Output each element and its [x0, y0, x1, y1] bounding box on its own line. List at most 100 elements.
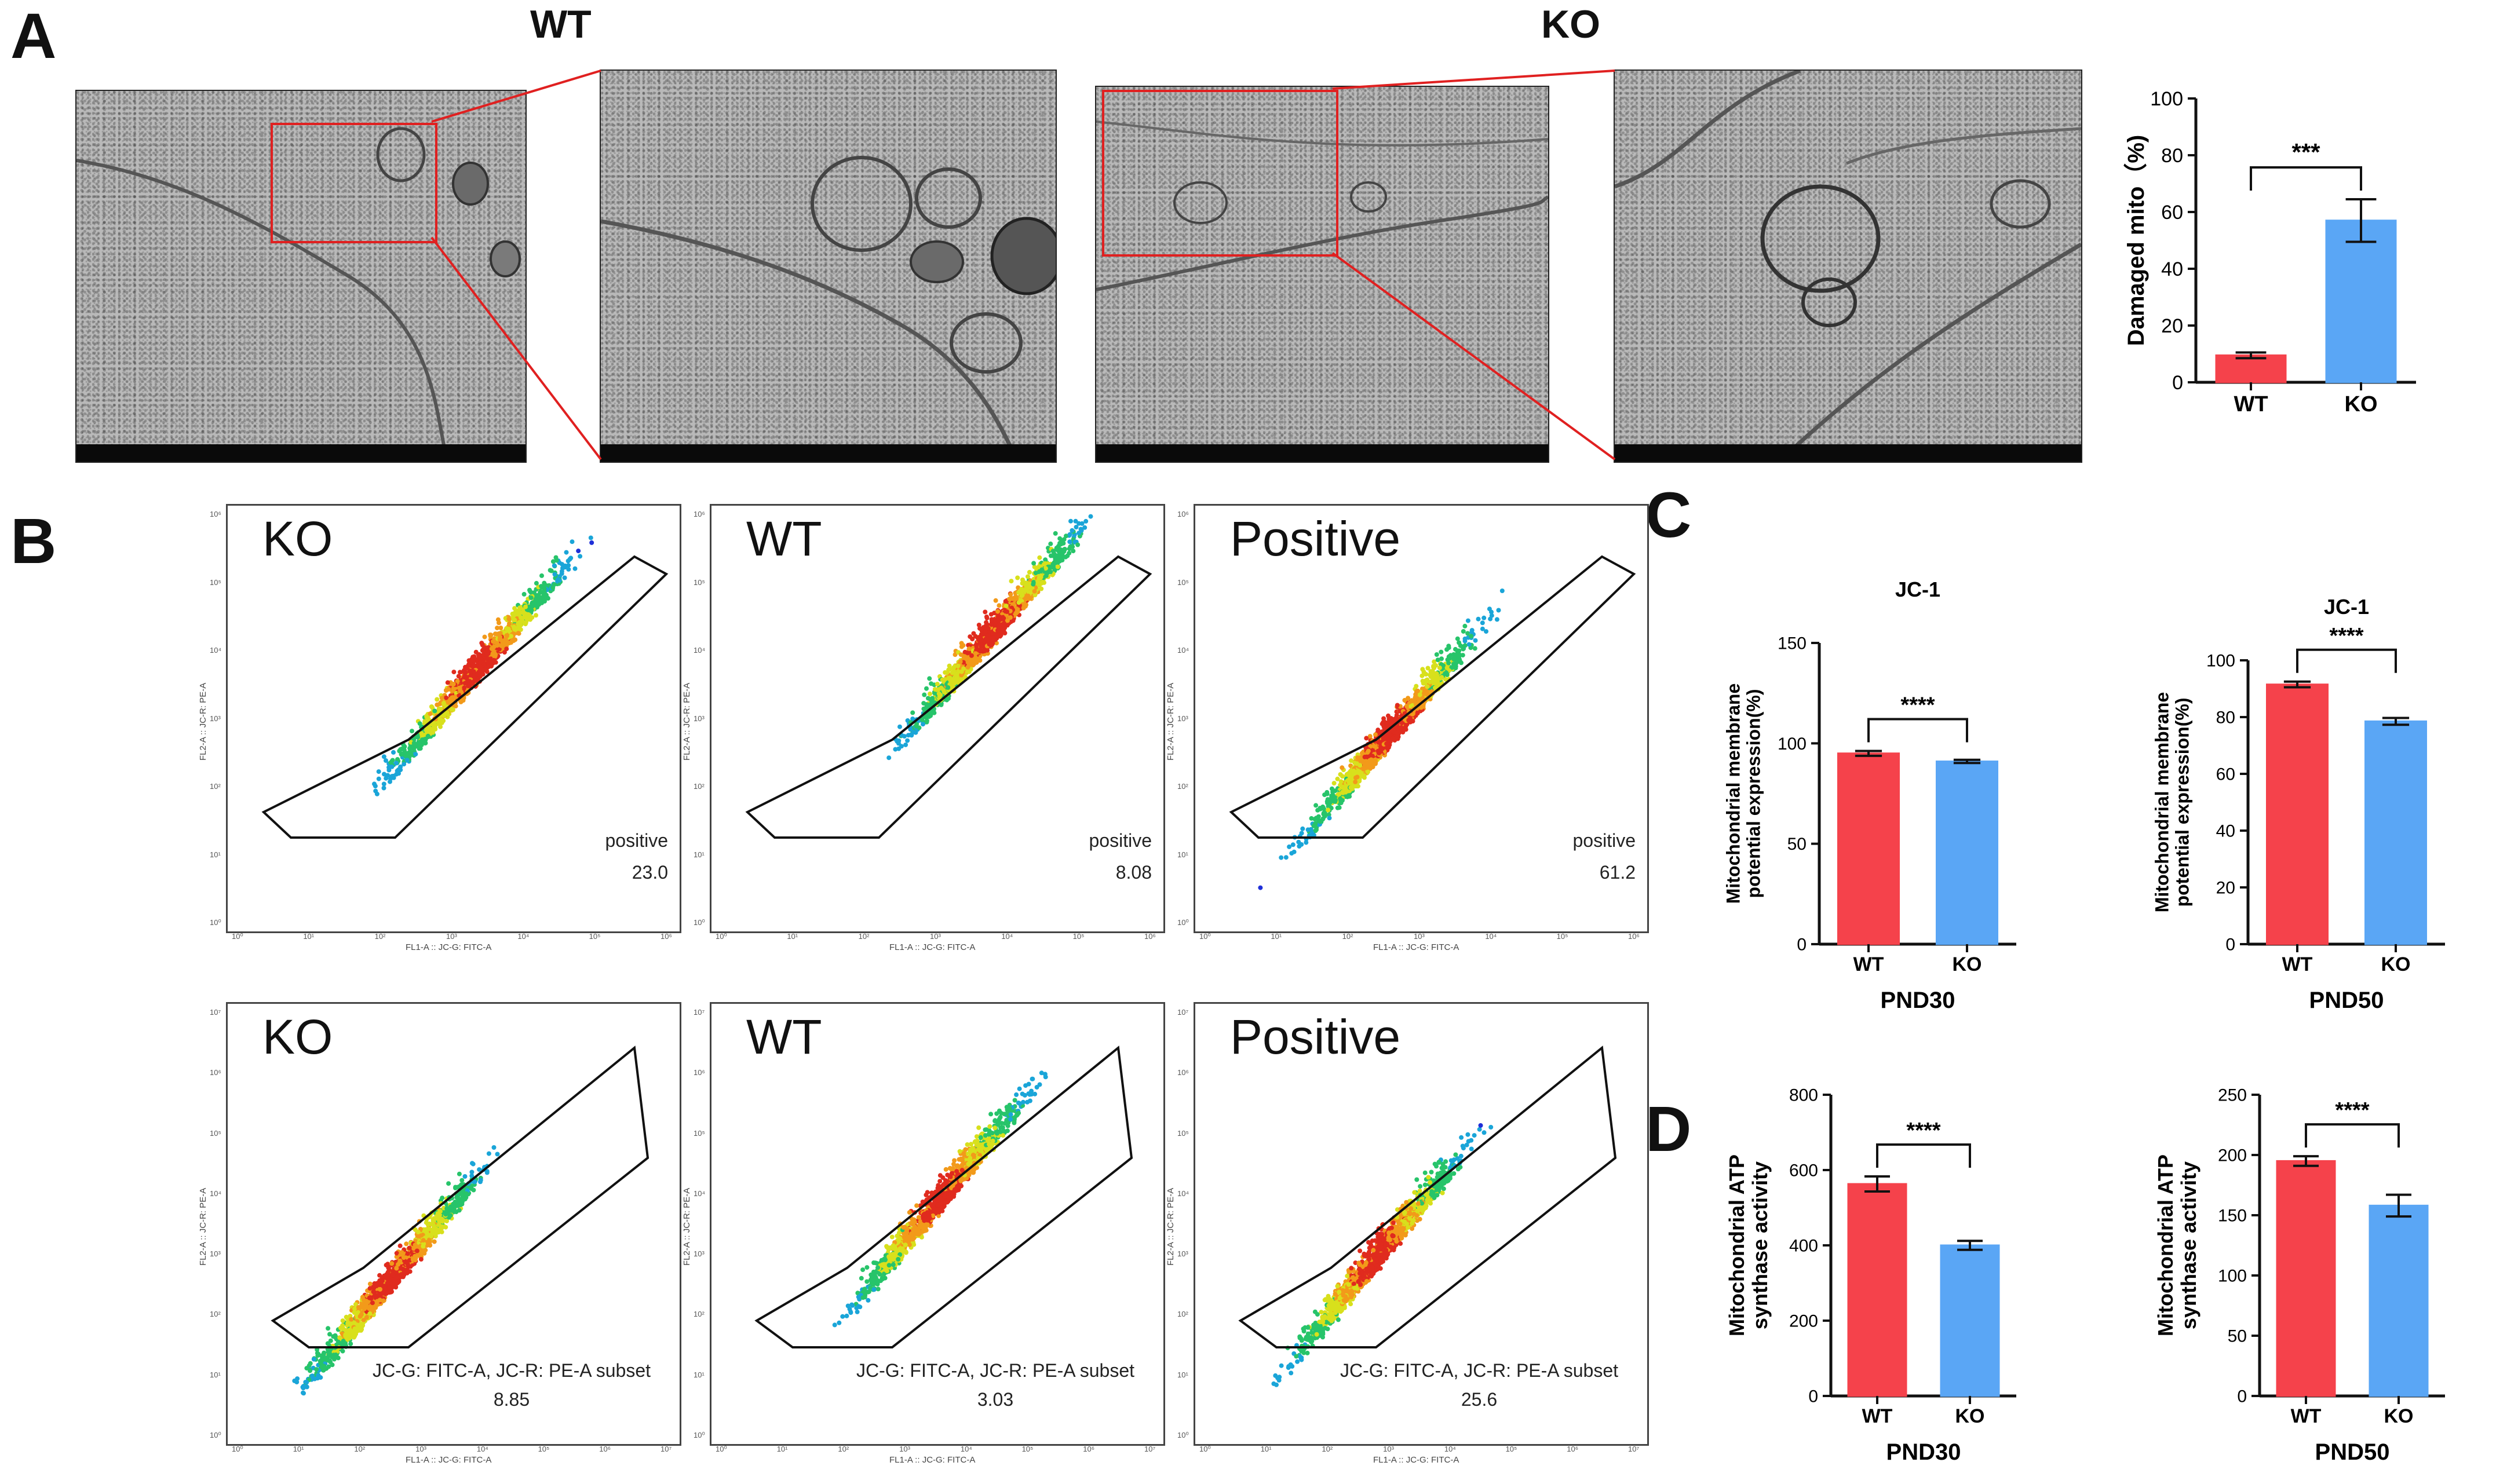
event-dot — [965, 664, 970, 670]
event-dot — [984, 620, 989, 625]
event-dot — [1001, 621, 1006, 626]
event-dot — [1395, 703, 1400, 708]
event-dot — [983, 629, 988, 634]
event-dot — [924, 702, 929, 707]
plot-label: WT — [746, 511, 822, 566]
event-dot — [469, 1173, 475, 1178]
zoom-box — [271, 123, 437, 243]
event-dot — [433, 726, 438, 732]
x-tick-label: 10² — [1342, 932, 1353, 941]
event-dot — [1309, 831, 1315, 836]
gate-polygon — [745, 555, 1152, 839]
event-dot — [463, 670, 468, 675]
event-dot — [905, 738, 910, 743]
event-dot — [1003, 599, 1008, 604]
event-dot — [947, 675, 953, 681]
event-dot — [516, 631, 521, 635]
event-dot — [1431, 664, 1436, 669]
event-dot — [1033, 571, 1038, 576]
event-dot — [488, 633, 494, 638]
event-dot — [422, 719, 428, 724]
y-tick-label: 10⁴ — [1177, 646, 1189, 655]
event-dot — [1348, 785, 1353, 790]
x-tick-label: 10⁵ — [1556, 932, 1568, 941]
event-dot — [1327, 816, 1332, 821]
plot-area: KO JC-G: FITC-A, JC-R: PE-A subset 8.85 — [226, 1002, 681, 1446]
event-dot — [1002, 631, 1008, 635]
event-dot — [910, 717, 915, 721]
event-dot — [1428, 669, 1433, 674]
x-axis-label: FL1-A :: JC-G: FITC-A — [1373, 942, 1459, 952]
event-dot — [518, 615, 523, 620]
event-dot — [589, 540, 594, 545]
event-dot — [436, 721, 441, 726]
event-dot — [437, 707, 443, 712]
event-dot — [970, 637, 975, 642]
event-dot — [526, 613, 531, 618]
event-dot — [1499, 589, 1505, 593]
event-dot — [1452, 663, 1457, 668]
event-dot — [1304, 840, 1309, 845]
event-dot — [492, 657, 497, 663]
event-dot — [517, 620, 522, 625]
event-dot — [1016, 600, 1021, 605]
x-tick-label: 10⁵ — [1072, 932, 1085, 941]
em-structures — [1096, 120, 1548, 291]
event-dot — [1457, 659, 1462, 664]
event-dot — [1469, 634, 1474, 639]
event-dot — [983, 609, 988, 615]
event-dot — [910, 710, 915, 715]
event-dot — [1010, 618, 1016, 623]
wt-group-label: WT — [530, 2, 592, 46]
event-dot — [1342, 788, 1347, 793]
flow-plot: WT positive 8.08 10⁰ 10¹ 10² 10³ 10⁴ 10⁵ 10⁶ 10⁰ 10… — [682, 504, 1165, 953]
event-dot — [1461, 629, 1466, 634]
event-dot — [413, 741, 418, 747]
event-dot — [1005, 609, 1009, 615]
event-dot — [1043, 566, 1048, 571]
x-tick-label: 10⁵ — [589, 932, 601, 941]
panel-letter-a: A — [10, 1, 57, 72]
event-dot — [425, 733, 430, 739]
event-dot — [978, 648, 983, 652]
event-dot — [1321, 810, 1326, 816]
event-dot — [1494, 617, 1499, 622]
event-dot — [506, 626, 511, 631]
event-dot — [491, 639, 495, 644]
event-dot — [989, 642, 994, 647]
event-dot — [1057, 558, 1063, 564]
event-dot — [1001, 616, 1006, 621]
event-dot — [1083, 518, 1089, 524]
em-structures — [76, 127, 521, 462]
event-dot — [995, 609, 1000, 614]
event-dot — [1338, 772, 1343, 777]
event-dot — [986, 633, 991, 638]
event-dot — [979, 644, 984, 649]
event-dot — [1327, 800, 1333, 805]
event-dot — [1015, 606, 1020, 612]
event-dot — [1444, 665, 1450, 670]
event-dot — [497, 620, 501, 626]
y-tick-label: 10² — [694, 782, 705, 791]
event-dot — [1329, 796, 1334, 801]
event-dot — [1050, 549, 1056, 554]
event-dot — [1381, 716, 1386, 721]
event-dot — [389, 774, 395, 779]
event-dot — [1337, 805, 1342, 810]
event-dot — [388, 779, 392, 784]
event-dot — [908, 727, 913, 732]
event-dot — [935, 682, 940, 686]
event-dot — [1283, 855, 1289, 860]
event-dot — [1299, 831, 1304, 836]
event-dot — [486, 651, 491, 656]
event-dot — [1057, 536, 1063, 541]
event-dot — [946, 685, 951, 690]
event-dot — [462, 681, 468, 686]
event-dot — [1414, 683, 1419, 689]
event-dot — [567, 557, 572, 562]
event-dot — [1001, 626, 1006, 631]
event-dot — [405, 753, 410, 758]
gate-label: positive — [1572, 830, 1636, 851]
event-dot — [1457, 640, 1462, 645]
gate-value: 23.0 — [632, 862, 668, 883]
